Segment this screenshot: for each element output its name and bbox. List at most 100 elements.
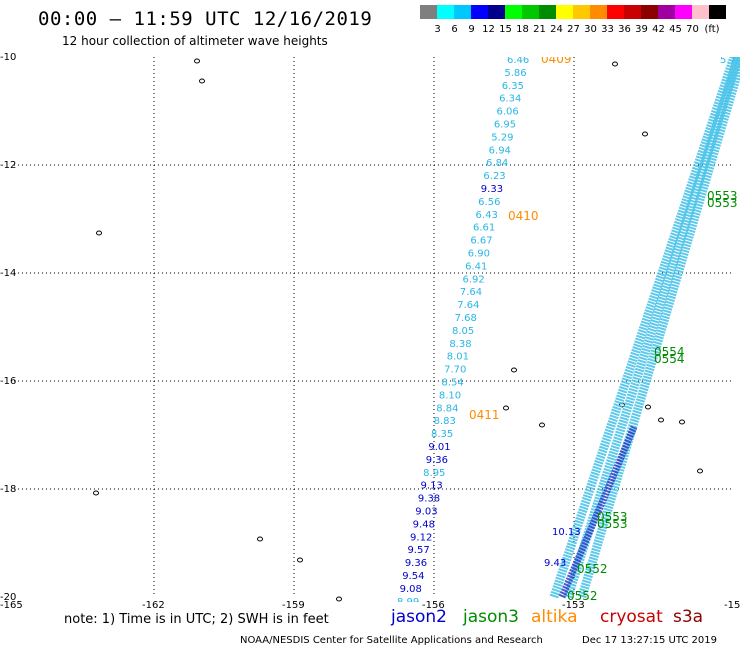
scale-swatch [658, 5, 675, 19]
legend-cryosat: cryosat [600, 607, 663, 627]
time-label: 0411 [469, 408, 500, 422]
scale-label: 24 [550, 24, 563, 35]
y-tick-label: -16 [0, 376, 17, 387]
scale-swatch [624, 5, 641, 19]
map-title: 00:00 – 11:59 UTC 12/16/2019 [38, 8, 373, 30]
time-label: 0410 [508, 209, 539, 223]
jason2-value: 9.54 [402, 571, 424, 582]
jason2-value: 9.36 [405, 558, 427, 569]
scale-swatch [437, 5, 454, 19]
legend-jason2: jason2 [391, 607, 447, 627]
time-label: 0553 [707, 189, 738, 203]
scale-label: 15 [499, 24, 512, 35]
y-tick-label: -10 [0, 52, 17, 63]
scale-swatch [607, 5, 624, 19]
scale-swatch [709, 5, 726, 19]
island [645, 404, 651, 410]
island [194, 58, 200, 64]
jason2-value: 9.36 [426, 455, 448, 466]
island [257, 536, 263, 542]
jason3-value: 8.54 [442, 378, 464, 389]
x-tick-label: -153 [562, 600, 585, 611]
scale-label: 12 [482, 24, 495, 35]
island [199, 78, 205, 84]
time-label: 0553 [707, 196, 738, 210]
island [93, 490, 99, 496]
scale-swatch [556, 5, 573, 19]
altimeter-tracks: 6.46 5.86 6.35 6.34 6.06 6.955.29 6.94 6.84 6.23… [397, 57, 740, 602]
jason3-value: 8.01 [447, 352, 469, 363]
x-tick-label: -162 [142, 600, 165, 611]
scale-label: 45 [669, 24, 682, 35]
dense-track-blue [558, 425, 638, 599]
scale-swatch [522, 5, 539, 19]
island [658, 417, 664, 423]
units-note: note: 1) Time is in UTC; 2) SWH is in fe… [64, 612, 329, 627]
jason2-value: 9.13 [421, 481, 443, 492]
island [503, 405, 509, 411]
jason3-value: 7.64 [460, 287, 482, 298]
scale-swatch [539, 5, 556, 19]
dense-track [577, 57, 740, 599]
jason2-value: 10.13 [552, 527, 581, 538]
jason3-value: 7.64 [457, 300, 479, 311]
jason3-value: 7.70 [444, 365, 466, 376]
scale-label: 33 [601, 24, 614, 35]
jason3-value: 8.35 [431, 429, 453, 440]
scale-label: 42 [652, 24, 665, 35]
map-plot: 6.46 5.86 6.35 6.34 6.06 6.955.29 6.94 6.84 6.23… [14, 57, 740, 602]
jason3-value: 5.86 [504, 68, 526, 79]
jason3-value: 6.95 [494, 120, 516, 131]
jason3-value: 7.68 [455, 313, 477, 324]
scale-swatch [454, 5, 471, 19]
scale-label: 39 [635, 24, 648, 35]
time-label: 0552 [567, 589, 598, 602]
scale-swatch [471, 5, 488, 19]
x-tick-label: -15 [724, 600, 740, 611]
island [612, 61, 618, 67]
jason3-value: 6.67 [470, 236, 492, 247]
jason3-value: 6.06 [497, 107, 519, 118]
x-tick-label: -165 [0, 600, 23, 611]
jason3-value: 6.94 [489, 145, 511, 156]
scale-swatch [505, 5, 522, 19]
scale-swatch [641, 5, 658, 19]
jason3-value: 8.99 [397, 597, 419, 602]
island [539, 422, 545, 428]
time-label: 0554 [654, 352, 685, 366]
jason3-value: 6.34 [499, 94, 521, 105]
scale-label: 18 [516, 24, 529, 35]
jason2-value: 9.08 [400, 584, 422, 595]
jason3-value: 6.43 [476, 210, 498, 221]
jason3-value: 5.7 [720, 57, 736, 66]
jason3-value: 5.29 [491, 132, 513, 143]
footer-credit: NOAA/NESDIS Center for Satellite Applica… [240, 635, 543, 646]
jason3-value: 6.23 [483, 171, 505, 182]
jason3-value: 6.41 [465, 261, 487, 272]
jason3-value: 8.10 [439, 390, 461, 401]
jason3-value: 6.90 [468, 249, 490, 260]
jason3-value: 6.46 [507, 57, 529, 66]
jason3-value: 6.92 [462, 274, 484, 285]
jason3-value: 6.35 [502, 81, 524, 92]
jason3-value: 8.95 [423, 468, 445, 479]
time-label: 0553 [597, 510, 628, 524]
island [697, 468, 703, 474]
scale-swatch [488, 5, 505, 19]
scale-swatch [692, 5, 709, 19]
time-label: 0554 [654, 345, 685, 359]
footer-date: Dec 17 13:27:15 UTC 2019 [582, 635, 717, 646]
island [336, 596, 342, 602]
scale-swatch [420, 5, 437, 19]
jason3-value: 6.61 [473, 223, 495, 234]
y-tick-label: -12 [0, 160, 17, 171]
x-tick-label: -159 [282, 600, 305, 611]
time-label: 0409 [541, 57, 572, 66]
jason2-value: 9.43 [544, 558, 566, 569]
time-label: 0552 [577, 562, 608, 576]
jason2-value: 9.33 [481, 184, 503, 195]
jason2-value: 9.38 [418, 494, 440, 505]
jason3-value: 6.56 [478, 197, 500, 208]
x-tick-label: -156 [422, 600, 445, 611]
jason2-value: 9.12 [410, 532, 432, 543]
